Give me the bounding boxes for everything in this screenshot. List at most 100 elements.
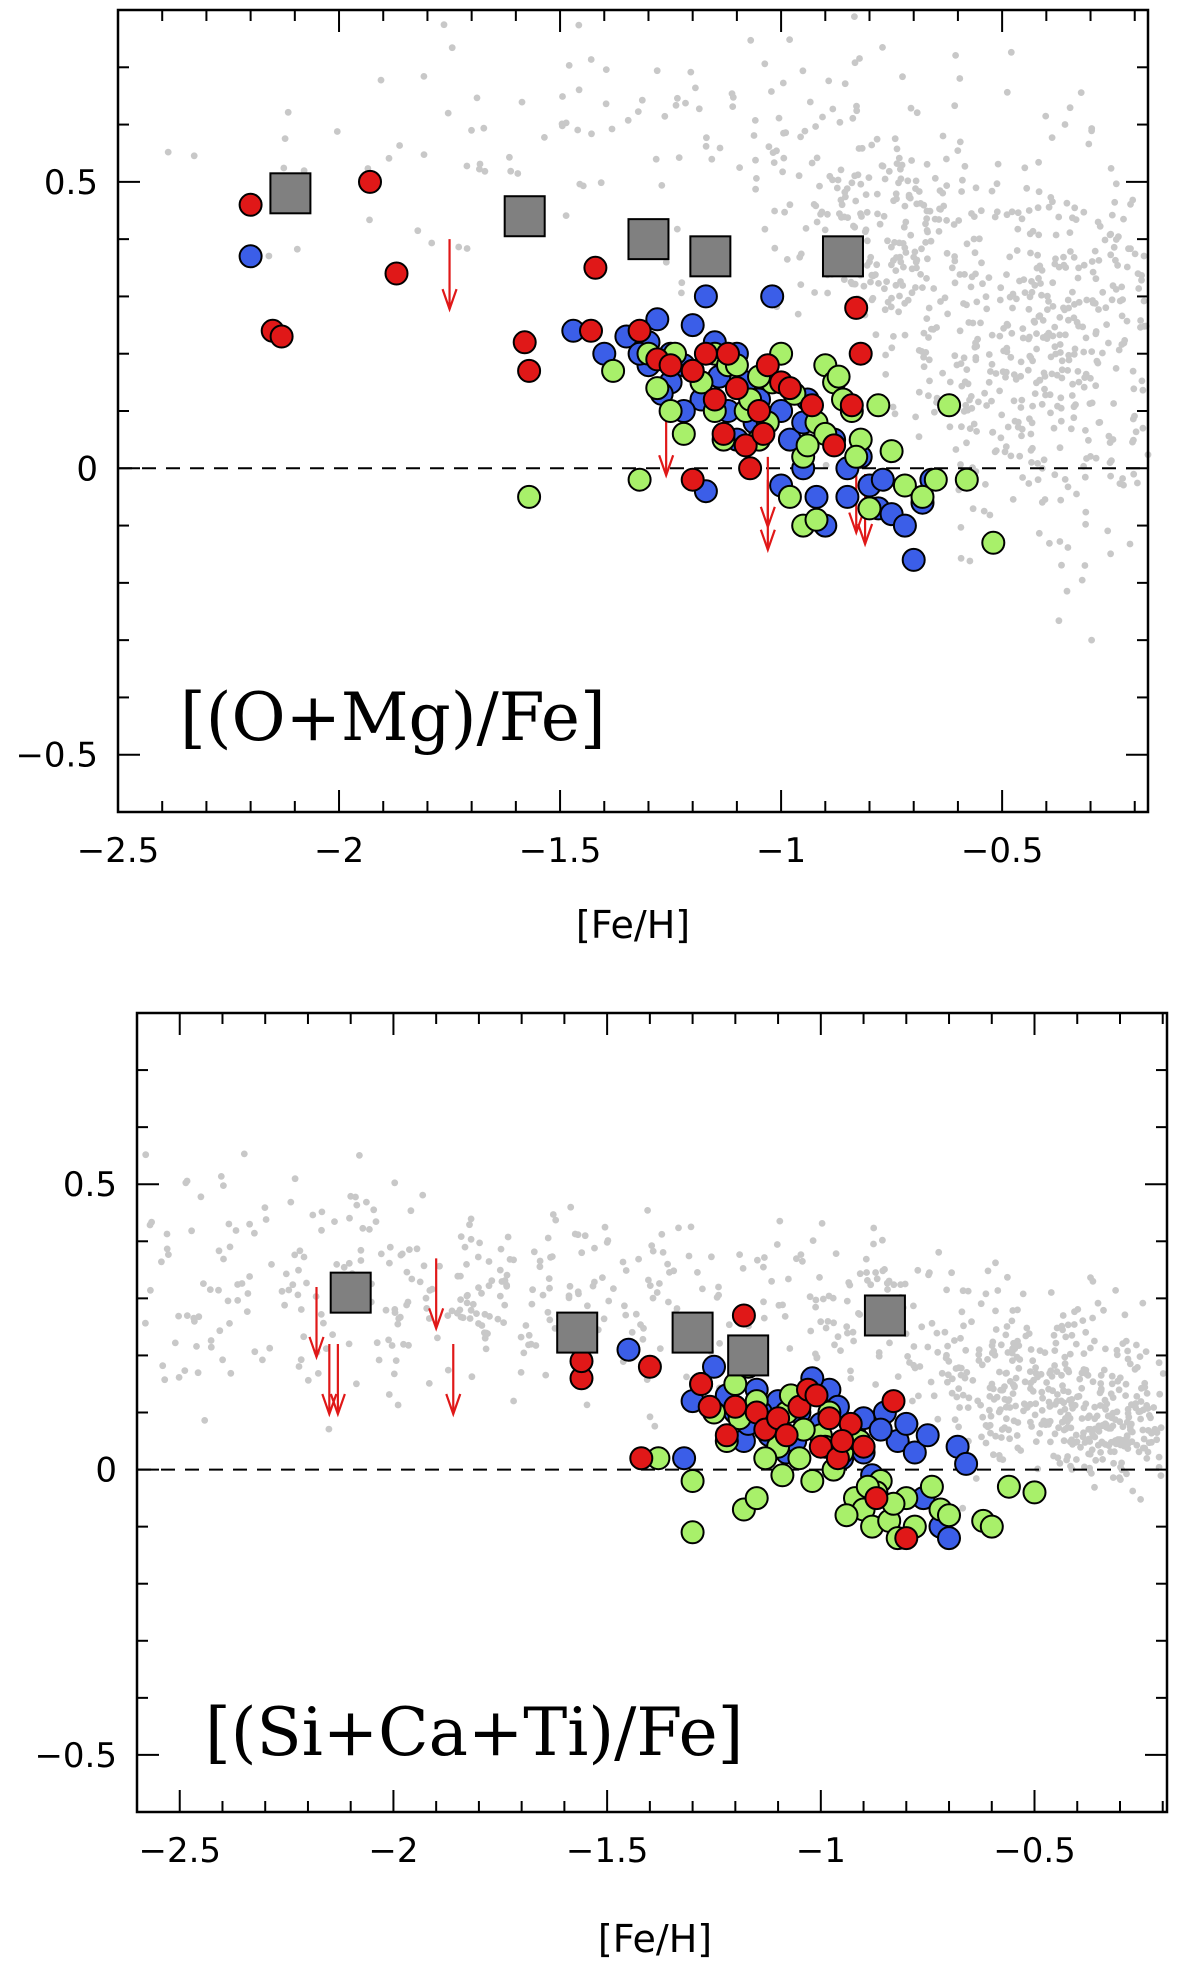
field-star-point [1108, 1380, 1116, 1388]
field-star-point [985, 274, 993, 281]
field-star-point [933, 1329, 941, 1337]
field-star-point [1085, 436, 1092, 444]
field-star-point [1031, 1411, 1039, 1419]
field-star-point [775, 114, 783, 122]
field-star-point [407, 1207, 415, 1215]
field-star-point [1085, 1435, 1093, 1443]
field-star-point [1068, 392, 1076, 399]
field-star-point [840, 276, 848, 283]
field-star-point [1014, 418, 1022, 426]
field-star-point [960, 1322, 967, 1330]
field-star-point [1009, 1357, 1016, 1364]
field-star-point [915, 433, 923, 441]
field-star-point [539, 1291, 547, 1299]
field-star-point [1058, 374, 1066, 382]
field-star-point [1123, 263, 1131, 271]
field-star-point [783, 256, 791, 263]
field-star-point [529, 1286, 536, 1294]
field-star-point [1014, 209, 1022, 217]
blue-point [870, 467, 895, 492]
red-point [800, 393, 824, 418]
red-point [583, 255, 608, 280]
field-star-point [1104, 1412, 1112, 1420]
chart-panel-silicon-calcium-titanium: [(Si+Ca+Ti)/Fe] [Fe/H] −2.5 −2 −1.5 −1 −0.5 0… [34, 1011, 1169, 1961]
field-star-point [961, 378, 969, 386]
field-star-point [779, 79, 787, 87]
field-star-point [988, 187, 996, 195]
field-star-point [913, 200, 921, 208]
field-star-point [1135, 1448, 1143, 1456]
field-star-point [1050, 424, 1058, 432]
field-star-point [300, 1333, 308, 1341]
field-star-point [1019, 474, 1026, 481]
field-star-point [809, 1237, 817, 1244]
field-star-point [993, 208, 1001, 216]
field-star-point [300, 1253, 308, 1261]
field-star-point [673, 225, 681, 233]
field-star-point [392, 1357, 400, 1364]
y-tick-label: 0 [95, 1451, 117, 1491]
red-point [747, 399, 771, 423]
field-star-point [969, 1377, 977, 1384]
field-star-point [1049, 279, 1057, 287]
field-star-point [536, 1263, 544, 1271]
field-star-point [992, 1259, 999, 1267]
field-star-point [1122, 1392, 1129, 1399]
field-star-point [996, 296, 1004, 304]
field-star-point [1101, 1403, 1108, 1411]
field-star-point [588, 130, 595, 138]
field-star-point [1091, 1403, 1099, 1411]
field-star-point [927, 1378, 935, 1386]
blue-point [901, 547, 926, 572]
axes: −2.5 −2 −1.5 −1 −0.5 0.5 0 −0.5 [34, 1011, 1169, 1871]
field-star-point [812, 123, 819, 130]
field-star-point [844, 1329, 851, 1337]
field-star-point [565, 1292, 573, 1300]
field-star-point [983, 402, 990, 409]
field-star-point [955, 1423, 962, 1431]
field-star-point [1140, 1435, 1148, 1443]
field-star-point [988, 331, 996, 339]
field-star-point [874, 210, 881, 218]
field-star-point [897, 278, 904, 285]
field-star-point [1082, 334, 1090, 342]
field-star-point [624, 116, 632, 124]
field-star-point [998, 1434, 1005, 1441]
field-star-point [716, 144, 724, 152]
field-star-point [1030, 317, 1038, 325]
field-star-point [1134, 270, 1142, 277]
field-star-point [1051, 323, 1059, 331]
field-star-point [1139, 424, 1147, 432]
field-star-point [967, 283, 975, 291]
field-star-point [457, 1296, 464, 1303]
field-star-point [1030, 1376, 1037, 1384]
field-star-point [1057, 394, 1065, 402]
field-star-point [1108, 1372, 1116, 1380]
field-star-point [995, 1452, 1003, 1459]
field-star-point [463, 162, 471, 170]
field-star-point [1091, 1415, 1099, 1423]
x-tick-label: −2 [314, 831, 364, 871]
field-star-point [1153, 1436, 1161, 1444]
field-star-point [293, 245, 301, 253]
field-star-point [244, 1290, 252, 1297]
panel-label: [(O+Mg)/Fe] [180, 679, 606, 756]
field-star-point [911, 248, 919, 256]
field-star-point [1139, 386, 1147, 394]
field-star-point [644, 1207, 651, 1214]
field-star-point [952, 446, 960, 453]
field-star-point [1062, 331, 1069, 339]
field-star-point [1066, 1350, 1074, 1358]
field-star-point [1138, 377, 1146, 385]
field-star-point [1001, 1383, 1008, 1390]
field-star-point [953, 1393, 961, 1401]
field-star-point [1035, 274, 1042, 282]
upper-limit-arrow [308, 1286, 325, 1361]
field-star-point [1032, 1438, 1040, 1445]
red-point [755, 353, 780, 378]
field-star-point [1156, 1390, 1164, 1398]
red-point [731, 1303, 756, 1328]
field-star-point [1001, 448, 1009, 456]
green-point [857, 496, 882, 521]
field-star-point [453, 1309, 461, 1317]
